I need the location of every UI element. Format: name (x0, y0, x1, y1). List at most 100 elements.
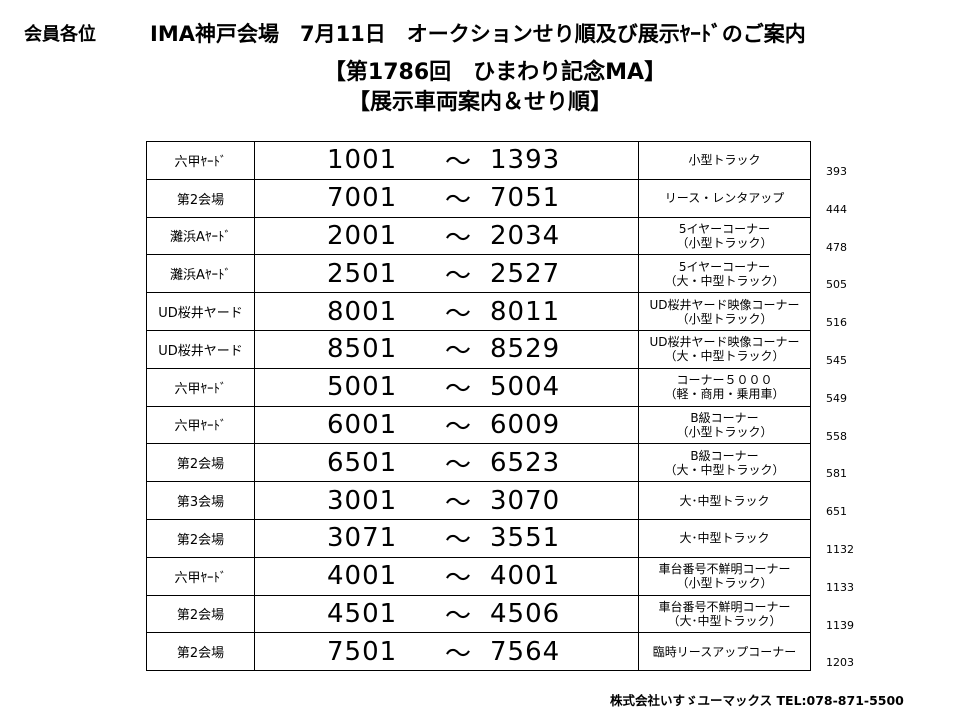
cumulative-count: 478 (826, 240, 847, 254)
lot-range-start: 3001 (327, 485, 398, 516)
cumulative-count: 581 (826, 467, 847, 481)
lot-range-cell: 8501 ～ 8529 (254, 329, 639, 369)
phone-number: TEL:078-871-5500 (776, 693, 904, 708)
table-row: 第2会場 6501 ～ 6523 B級コーナー （大・中型トラック） (146, 443, 811, 483)
range-separator: ～ (445, 374, 473, 405)
category-label: B級コーナー (690, 448, 759, 463)
table-row: 第3会場 3001 ～ 3070 大･中型トラック (146, 481, 811, 520)
category-cell: 車台番号不鮮明コーナー （大･中型トラック） (638, 594, 811, 634)
venue-cell: 六甲ﾔｰﾄﾞ (146, 367, 255, 407)
lot-range-end: 5004 (490, 372, 561, 403)
section-subtitle: 【展示車両案内＆せり順】 (347, 90, 612, 115)
venue-cell: UD桜井ヤード (146, 329, 255, 369)
category-sublabel: （大･中型トラック） (667, 613, 782, 628)
table-row: 第2会場 7001 ～ 7051 リース・レンタアップ (146, 178, 811, 218)
cumulative-count: 444 (826, 202, 847, 216)
range-separator: ～ (445, 639, 473, 670)
category-cell: コーナー５０００ （軽・商用・乗用車） (638, 367, 811, 407)
category-cell: 5イヤーコーナー （大・中型トラック） (638, 254, 811, 294)
table-row: UD桜井ヤード 8001 ～ 8011 UD桜井ヤード映像コーナー （小型トラック） (146, 292, 811, 331)
venue-cell: 第2会場 (146, 594, 255, 634)
range-separator: ～ (445, 299, 473, 330)
category-label: 5イヤーコーナー (678, 221, 771, 236)
lot-range-end: 3551 (490, 523, 561, 554)
venue-cell: 六甲ﾔｰﾄﾞ (146, 556, 255, 596)
venue-cell: 第2会場 (146, 632, 255, 672)
lot-range-end: 4001 (490, 561, 561, 592)
lot-range-cell: 2501 ～ 2527 (254, 254, 639, 294)
cumulative-count: 651 (826, 505, 847, 519)
cumulative-count: 516 (826, 316, 847, 330)
category-cell: 大･中型トラック (638, 481, 811, 520)
lot-range-cell: 6501 ～ 6523 (254, 443, 639, 483)
category-sublabel: （軽・商用・乗用車） (664, 387, 785, 402)
category-label: リース・レンタアップ (664, 191, 785, 206)
auction-schedule-table: 六甲ﾔｰﾄﾞ 1001 ～ 1393 小型トラック第2会場 7001 ～ 7051 リース・レン… (146, 141, 811, 672)
venue-cell: 第3会場 (146, 481, 255, 520)
category-label: 5イヤーコーナー (678, 259, 771, 274)
lot-range-start: 6501 (327, 447, 398, 478)
lot-range-cell: 7001 ～ 7051 (254, 178, 639, 218)
table-row: 六甲ﾔｰﾄﾞ 6001 ～ 6009 B級コーナー （小型トラック） (146, 405, 811, 445)
category-cell: 5イヤーコーナー （小型トラック） (638, 216, 811, 256)
category-sublabel: （小型トラック） (676, 576, 773, 591)
footer-contact: 株式会社いすゞユーマックス TEL:078-871-5500 (610, 690, 904, 709)
range-separator: ～ (445, 223, 473, 254)
range-separator: ～ (445, 525, 473, 556)
category-label: 小型トラック (688, 153, 761, 168)
range-separator: ～ (445, 185, 473, 216)
event-subtitle: 【第1786回 ひまわり記念MA】 (323, 60, 667, 85)
category-cell: 大･中型トラック (638, 518, 811, 558)
cumulative-count: 393 (826, 165, 847, 178)
cumulative-count: 1203 (826, 656, 854, 670)
category-label: 大･中型トラック (679, 531, 770, 546)
range-separator: ～ (445, 336, 473, 367)
cumulative-count: 1132 (826, 543, 854, 556)
range-separator: ～ (445, 412, 473, 443)
lot-range-end: 6523 (490, 447, 561, 478)
range-separator: ～ (445, 488, 473, 519)
category-cell: 臨時リースアップコーナー (638, 632, 811, 672)
lot-range-start: 7501 (327, 636, 398, 667)
company-name: 株式会社いすゞユーマックス (610, 693, 773, 708)
lot-range-end: 7051 (490, 183, 561, 214)
lot-range-start: 4001 (327, 561, 398, 592)
lot-range-end: 2034 (490, 220, 561, 251)
venue-cell: 第2会場 (146, 443, 255, 483)
lot-range-cell: 4001 ～ 4001 (254, 556, 639, 596)
category-sublabel: （大・中型トラック） (664, 462, 785, 477)
lot-range-cell: 1001 ～ 1393 (254, 141, 639, 180)
cumulative-count: 558 (826, 429, 847, 443)
category-label: コーナー５０００ (676, 373, 773, 388)
lot-range-end: 4506 (490, 598, 561, 629)
venue-cell: 第2会場 (146, 178, 255, 218)
lot-range-start: 1001 (327, 145, 398, 176)
category-cell: 小型トラック (638, 141, 811, 180)
table-row: 灘浜Aﾔｰﾄﾞ 2501 ～ 2527 5イヤーコーナー （大・中型トラック） (146, 254, 811, 294)
table-row: 灘浜Aﾔｰﾄﾞ 2001 ～ 2034 5イヤーコーナー （小型トラック） (146, 216, 811, 256)
range-separator: ～ (445, 601, 473, 632)
lot-range-start: 4501 (327, 598, 398, 629)
table-row: UD桜井ヤード 8501 ～ 8529 UD桜井ヤード映像コーナー （大・中型トラック） (146, 329, 811, 369)
category-label: 大･中型トラック (679, 493, 770, 508)
cumulative-count: 549 (826, 391, 847, 405)
venue-cell: 六甲ﾔｰﾄﾞ (146, 405, 255, 445)
lot-range-end: 3070 (490, 485, 561, 516)
lot-range-start: 7001 (327, 183, 398, 214)
table-row: 第2会場 4501 ～ 4506 車台番号不鮮明コーナー （大･中型トラック） (146, 594, 811, 634)
range-separator: ～ (445, 450, 473, 481)
lot-range-cell: 4501 ～ 4506 (254, 594, 639, 634)
category-cell: リース・レンタアップ (638, 178, 811, 218)
category-sublabel: （大・中型トラック） (664, 349, 785, 364)
lot-range-cell: 3071 ～ 3551 (254, 518, 639, 558)
cumulative-count: 1139 (826, 618, 854, 632)
category-sublabel: （小型トラック） (676, 235, 773, 250)
lot-range-end: 2527 (490, 258, 561, 289)
category-cell: B級コーナー （大・中型トラック） (638, 443, 811, 483)
category-label: 臨時リースアップコーナー (652, 644, 797, 659)
category-label: 車台番号不鮮明コーナー (658, 562, 791, 577)
category-label: UD桜井ヤード映像コーナー (649, 297, 800, 312)
category-label: 車台番号不鮮明コーナー (658, 599, 791, 614)
lot-range-cell: 8001 ～ 8011 (254, 292, 639, 331)
lot-range-start: 3071 (327, 523, 398, 554)
